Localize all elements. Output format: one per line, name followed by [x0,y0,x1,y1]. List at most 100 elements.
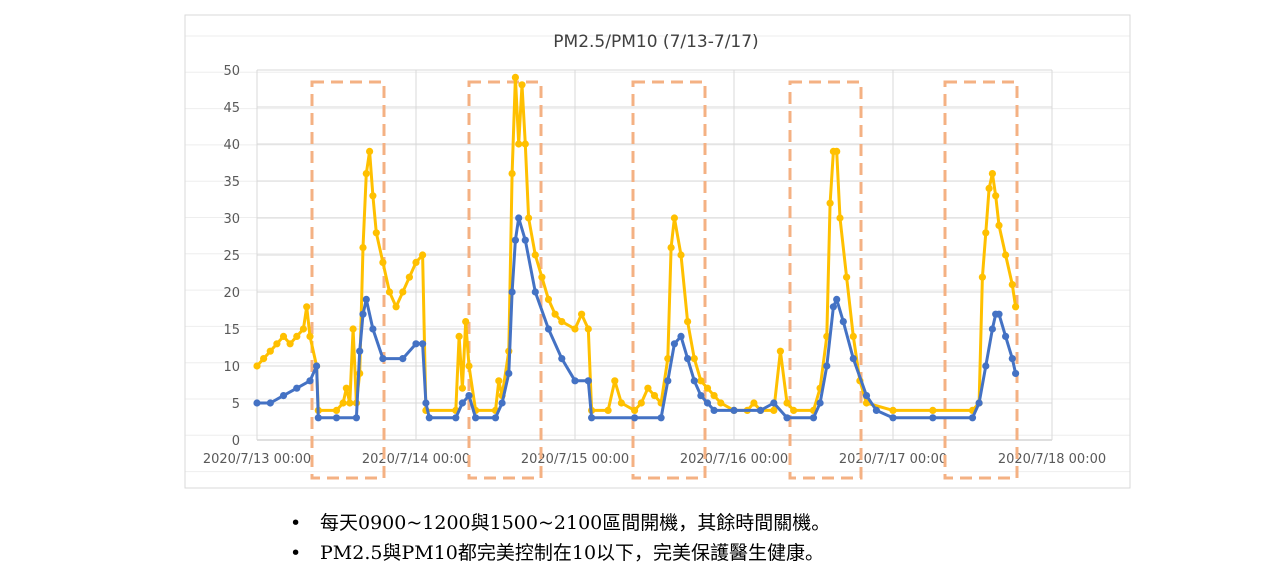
data-point [462,318,470,326]
off-period-box [631,80,707,480]
data-point [985,184,993,192]
data-point [558,355,566,363]
data-point [684,318,692,326]
data-point [303,303,311,311]
off-period-box [943,80,1019,480]
data-point [511,236,519,244]
data-point [306,377,314,385]
outer-grid [185,35,1130,473]
data-point [362,295,370,303]
data-point [558,318,566,326]
data-point [644,384,652,392]
data-point [588,414,596,422]
data-point [703,399,712,407]
data-point [521,140,529,148]
data-point [511,73,519,81]
data-point [839,318,847,326]
data-point [366,147,374,155]
data-point [783,414,791,422]
data-point [266,399,274,407]
note-item: • 每天0900~1200與1500~2100區間開機，其餘時間關機。 [290,512,831,534]
data-point [425,414,433,422]
data-point [273,340,281,348]
data-point [538,273,546,281]
data-point [253,399,261,407]
data-point [756,406,765,414]
data-point [833,147,841,155]
data-point [359,244,367,252]
data-point [362,170,370,178]
data-point [412,340,420,348]
data-point [829,303,838,311]
series-line [257,216,1018,420]
x-tick-label: 2020/7/16 00:00 [680,452,788,467]
data-point [465,362,473,370]
data-point [455,332,463,340]
chart-area-border [184,14,1131,489]
data-point [491,414,500,422]
data-point [419,340,427,348]
data-point [399,288,407,296]
data-point [988,170,997,178]
data-point [770,406,778,414]
data-point [849,355,857,363]
data-point [664,377,672,385]
data-point [452,414,460,422]
data-point [521,236,529,244]
data-point [313,362,321,370]
data-point [975,399,983,407]
data-point [515,214,523,222]
y-tick-label: 40 [223,138,240,153]
data-point [306,332,314,340]
data-point [314,414,322,422]
data-point [525,214,533,222]
data-point [849,332,857,340]
data-point [518,81,526,89]
data-point [667,244,675,252]
data-point [544,295,553,303]
series-group [253,214,1020,422]
data-point [929,406,937,414]
data-point [1002,332,1010,340]
x-axis: 2020/7/13 00:00 2020/7/14 00:00 2020/7/15 … [203,452,1106,467]
data-point [1008,281,1016,289]
data-point [604,406,612,414]
data-point [508,288,516,296]
data-point [379,258,387,266]
y-tick-label: 20 [223,286,240,301]
data-point [684,355,692,363]
data-point [982,229,990,237]
y-tick-label: 0 [232,434,240,449]
data-point [968,414,977,422]
data-point [385,288,394,296]
data-point [657,414,665,422]
data-point [826,199,834,207]
data-point [419,251,427,259]
data-point [982,362,990,370]
data-point [356,347,364,355]
data-point [611,377,619,385]
data-point [571,377,579,385]
x-tick-label: 2020/7/15 00:00 [521,452,629,467]
data-point [412,258,420,266]
data-point [783,399,791,407]
data-point [279,392,288,400]
data-point [730,406,738,414]
data-point [790,406,798,414]
data-point [670,340,679,348]
data-point [571,325,579,333]
data-point [266,347,274,355]
y-tick-label: 50 [223,64,240,79]
data-point [342,384,350,392]
data-point [843,273,851,281]
data-point [405,273,413,281]
data-point [750,399,758,407]
data-point [551,310,559,318]
data-point [809,414,818,422]
chart-title: PM2.5/PM10 (7/13-7/17) [553,32,758,52]
data-point [995,310,1003,318]
data-point [584,325,592,333]
data-point [637,399,645,407]
data-point [995,221,1003,229]
data-point [929,414,937,422]
